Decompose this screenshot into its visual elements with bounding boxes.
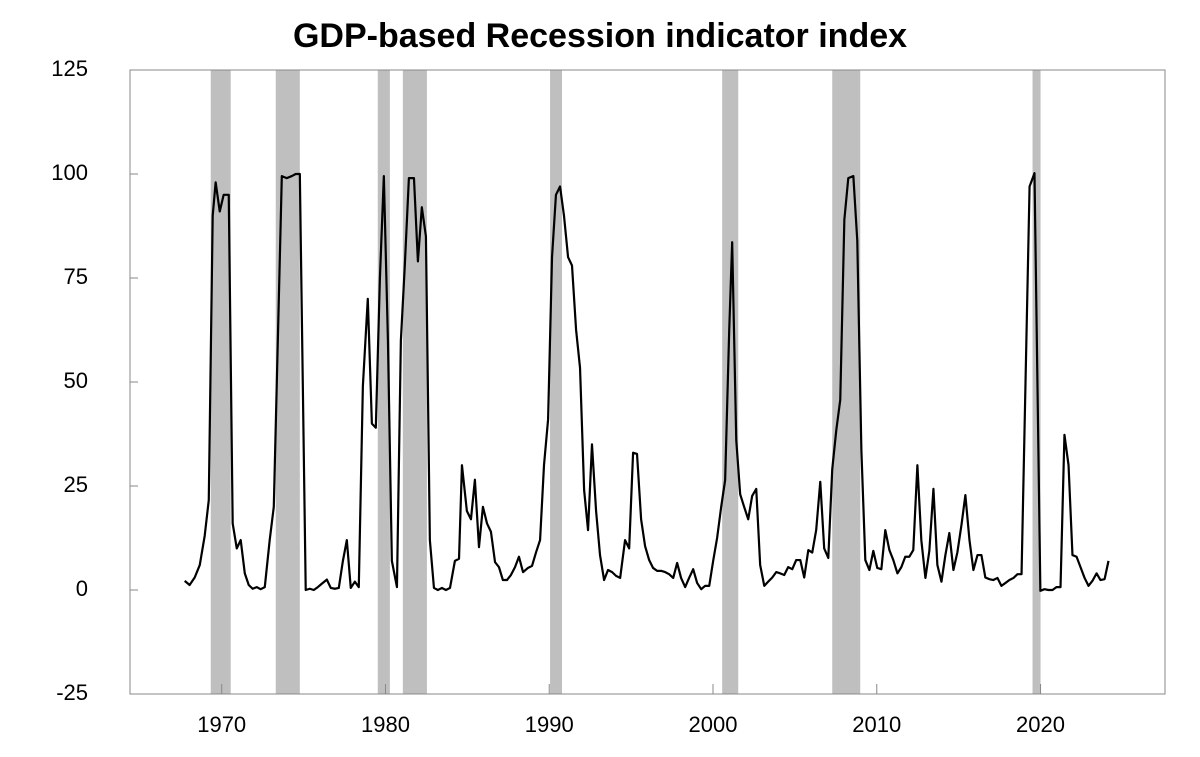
x-tick-label: 1990 xyxy=(525,712,574,737)
chart-title: GDP-based Recession indicator index xyxy=(293,17,907,55)
y-tick-label: 50 xyxy=(64,368,88,393)
x-tick-label: 2010 xyxy=(852,712,901,737)
recession-band xyxy=(377,70,390,694)
x-tick-label: 2000 xyxy=(689,712,738,737)
recession-band xyxy=(832,70,861,694)
recession-band xyxy=(275,70,300,694)
x-tick-label: 1970 xyxy=(197,712,246,737)
y-tick-label: 100 xyxy=(51,160,88,185)
x-tick-label: 2020 xyxy=(1016,712,1065,737)
y-tick-label: 0 xyxy=(76,576,88,601)
y-tick-label: -25 xyxy=(56,680,88,705)
index-line xyxy=(183,172,1110,592)
recession-band xyxy=(550,70,563,694)
y-tick-label: 75 xyxy=(64,264,88,289)
recession-band xyxy=(402,70,427,694)
recession-band xyxy=(722,70,739,694)
recession-band xyxy=(210,70,231,694)
y-tick-label: 25 xyxy=(64,472,88,497)
x-tick-label: 1980 xyxy=(361,712,410,737)
y-tick-label: 125 xyxy=(51,56,88,81)
